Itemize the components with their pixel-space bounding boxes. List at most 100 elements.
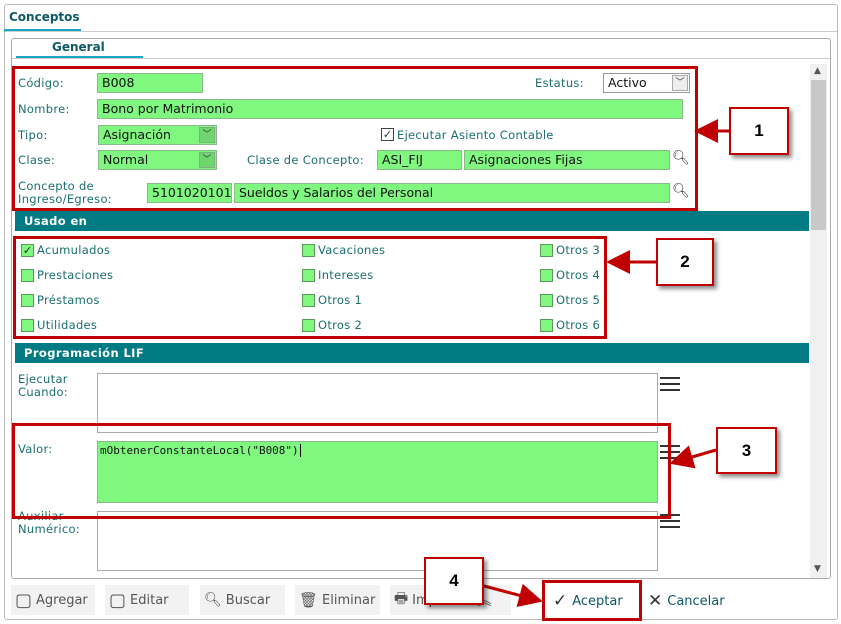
codigo-input[interactable]: B008 <box>97 73 203 93</box>
editar-button[interactable]: ▢ Editar <box>105 585 189 615</box>
buscar-label: Buscar <box>225 592 271 608</box>
arrow-4 <box>483 583 543 608</box>
nombre-input[interactable]: Bono por Matrimonio <box>97 99 683 119</box>
agregar-button[interactable]: ▢ Agregar <box>11 585 95 615</box>
eliminar-button[interactable]: 🗑︎ Eliminar <box>295 585 380 615</box>
divider <box>12 58 830 59</box>
tab-conceptos[interactable]: Conceptos <box>9 10 80 24</box>
auxiliar-numerico-textarea[interactable] <box>97 511 658 571</box>
eliminar-label: Eliminar <box>322 592 376 608</box>
label-line: Ejecutar <box>18 372 68 386</box>
trash-icon: 🗑︎ <box>299 591 319 609</box>
scrollbar[interactable]: ▲ ▼ <box>810 64 827 578</box>
estatus-select[interactable]: Activo ﹀ <box>603 73 690 93</box>
usado-en-label: Otros 5 <box>556 293 601 307</box>
general-panel <box>11 38 831 579</box>
clase-value: Normal <box>103 152 149 167</box>
menu-icon[interactable] <box>660 377 680 391</box>
codigo-label: Código: <box>18 76 64 90</box>
search-icon[interactable]: 🔍︎ <box>672 150 690 166</box>
cancelar-button[interactable]: ✕ Cancelar <box>648 591 725 611</box>
tab-general[interactable]: General <box>52 40 105 54</box>
ejecutar-asiento-label: Ejecutar Asiento Contable <box>397 128 554 142</box>
usado-en-checkbox[interactable] <box>21 294 34 307</box>
usado-en-label: Otros 3 <box>556 243 601 257</box>
close-icon: ✕ <box>648 591 663 611</box>
highlight-box-4 <box>542 580 642 621</box>
concepto-ie-label: Concepto de Ingreso/Egreso: <box>18 180 112 206</box>
chevron-down-icon: ﹀ <box>199 152 215 168</box>
nombre-label: Nombre: <box>18 102 70 116</box>
cancelar-label: Cancelar <box>667 593 725 609</box>
agregar-label: Agregar <box>36 592 88 608</box>
tab-underline <box>4 29 81 32</box>
usado-en-label: Otros 4 <box>556 268 601 282</box>
usado-en-checkbox[interactable] <box>540 319 553 332</box>
usado-en-label: Otros 6 <box>556 318 601 332</box>
callout-1: 1 <box>729 107 789 155</box>
aceptar-label: Aceptar <box>572 593 623 609</box>
callout-4: 4 <box>424 557 484 605</box>
tab-underline <box>16 56 143 59</box>
usado-en-checkbox[interactable] <box>540 294 553 307</box>
editar-label: Editar <box>130 592 169 608</box>
scroll-down-icon[interactable]: ▼ <box>814 564 821 574</box>
window-frame <box>4 4 838 620</box>
usado-en-label: Otros 1 <box>318 293 363 307</box>
usado-en-checkbox[interactable] <box>21 319 34 332</box>
chevron-down-icon: ﹀ <box>672 75 688 91</box>
tipo-select[interactable]: Asignación ﹀ <box>98 125 217 145</box>
valor-textarea[interactable]: mObtenerConstanteLocal("B008") <box>97 441 658 503</box>
estatus-value: Activo <box>608 75 647 90</box>
scrollbar-thumb[interactable] <box>811 80 826 230</box>
valor-label: Valor: <box>18 442 53 456</box>
usado-en-label: Acumulados <box>37 243 111 257</box>
label-line: Numérico: <box>18 522 81 536</box>
usado-en-label: Vacaciones <box>318 243 386 257</box>
estatus-label: Estatus: <box>535 76 584 90</box>
scroll-up-icon[interactable]: ▲ <box>814 66 821 76</box>
usado-en-label: Prestaciones <box>37 268 114 282</box>
add-document-icon: ▢ <box>15 589 33 611</box>
search-icon[interactable]: 🔍︎ <box>672 183 690 199</box>
usado-en-checkbox[interactable] <box>540 244 553 257</box>
buscar-button[interactable]: 🔍︎ Buscar <box>200 585 285 615</box>
usado-en-label: Otros 2 <box>318 318 363 332</box>
usado-en-checkbox[interactable]: ✓ <box>21 244 34 257</box>
usado-en-checkbox[interactable] <box>540 269 553 282</box>
usado-en-label: Préstamos <box>37 293 100 307</box>
usado-en-label: Utilidades <box>37 318 98 332</box>
highlight-box-3 <box>12 423 671 519</box>
tipo-value: Asignación <box>103 127 171 142</box>
concepto-ie-code[interactable]: 5101020101 <box>147 183 232 203</box>
arrow-3 <box>669 445 717 469</box>
ejecutar-asiento-checkbox[interactable]: ✓ <box>381 128 394 141</box>
edit-icon: ▢ <box>109 589 127 611</box>
label-line: Concepto de <box>18 179 94 193</box>
aceptar-button[interactable]: ✓ Aceptar <box>553 591 623 611</box>
search-document-icon: 🔍︎ <box>204 592 222 608</box>
label-line: Cuando: <box>18 385 68 399</box>
clase-concepto-code[interactable]: ASI_FIJ <box>377 150 462 170</box>
usado-en-label: Intereses <box>318 268 374 282</box>
usado-en-header: Usado en <box>15 211 809 231</box>
usado-en-checkbox[interactable] <box>302 319 315 332</box>
callout-2: 2 <box>656 238 714 286</box>
ejecutar-cuando-label: Ejecutar Cuando: <box>18 373 68 399</box>
valor-value: mObtenerConstanteLocal("B008") <box>100 444 299 457</box>
usado-en-checkbox[interactable] <box>302 294 315 307</box>
usado-en-checkbox[interactable] <box>302 244 315 257</box>
usado-en-checkbox[interactable] <box>21 269 34 282</box>
divider <box>5 31 837 32</box>
chevron-down-icon: ﹀ <box>199 127 215 143</box>
clase-select[interactable]: Normal ﹀ <box>98 150 217 170</box>
usado-en-checkbox[interactable] <box>302 269 315 282</box>
tipo-label: Tipo: <box>18 128 48 142</box>
programacion-lif-header: Programación LIF <box>15 343 809 363</box>
clase-concepto-name: Asignaciones Fijas <box>464 150 670 170</box>
clase-label: Clase: <box>18 153 56 167</box>
clase-concepto-label: Clase de Concepto: <box>247 153 364 167</box>
callout-3: 3 <box>716 427 777 474</box>
highlight-box-2 <box>13 236 607 339</box>
